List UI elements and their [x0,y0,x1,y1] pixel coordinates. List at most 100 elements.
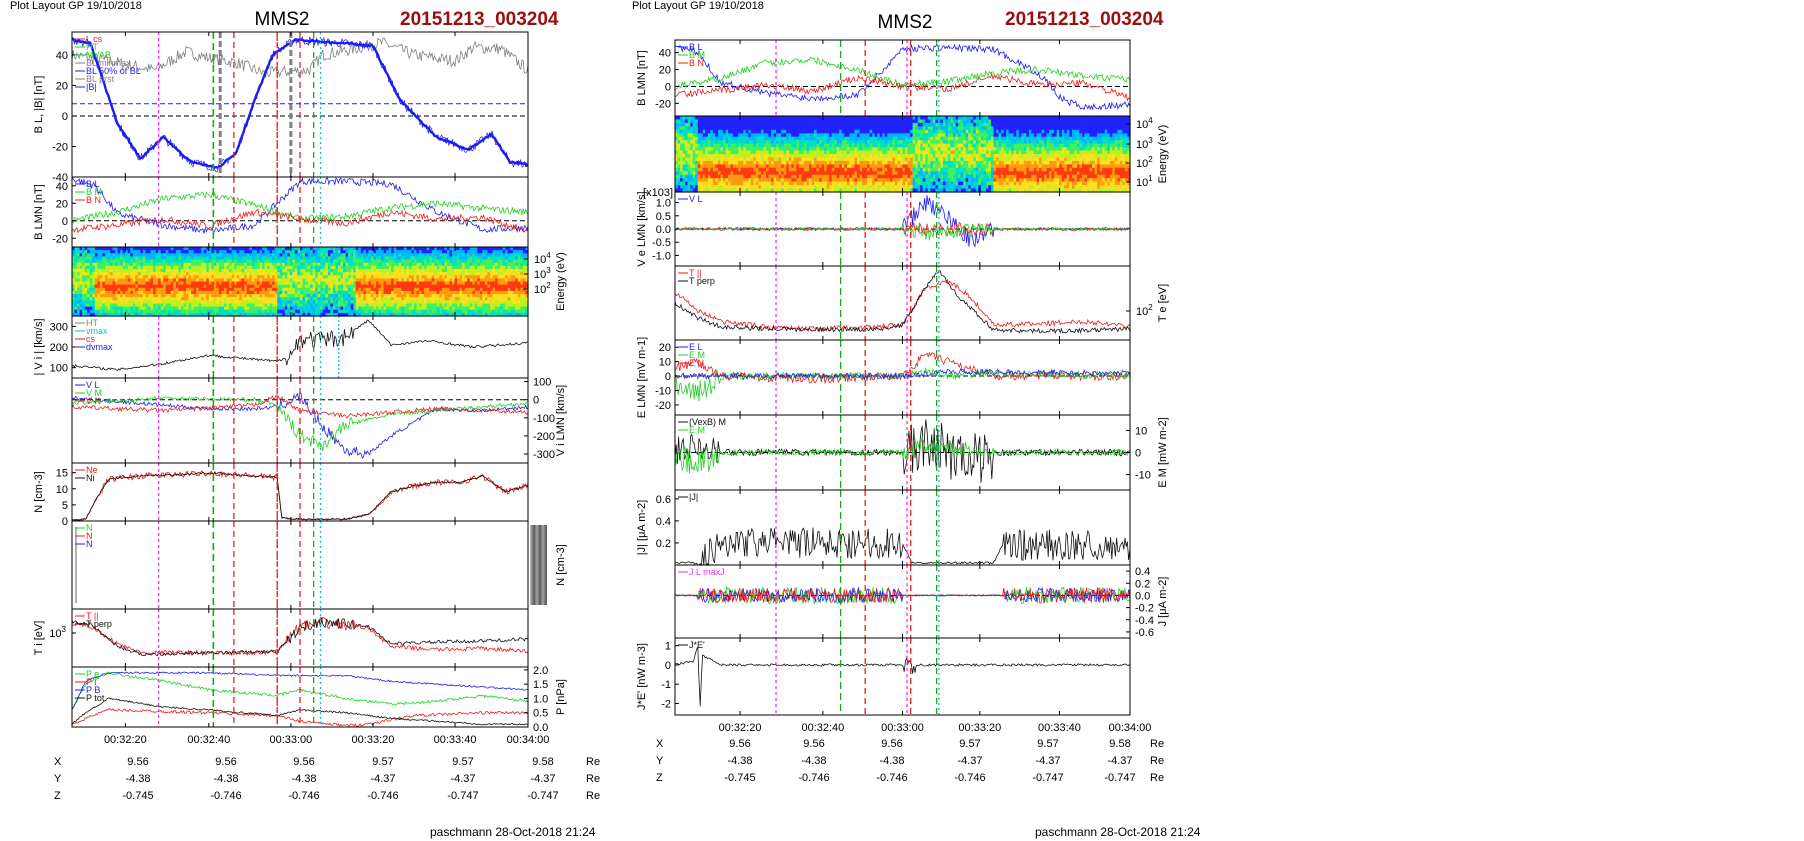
ion-spectrogram-cell [482,297,486,301]
ion-spectrogram-cell [145,272,149,276]
ion-spectrogram-cell [363,312,367,317]
ion-spectrogram-cell [370,312,374,317]
ion-spectrogram-cell [312,306,316,311]
ion-spectrogram-cell [183,256,187,261]
ion-spectrogram-cell [122,312,126,317]
ion-spectrogram-cell [186,281,190,286]
ephemeris-value: -0.746 [288,790,319,802]
ion-spectrogram-cell [419,256,423,261]
ion-spectrogram-cell [512,284,516,289]
ion-spectrogram-cell [294,312,298,317]
ion-spectrogram-cell [396,250,400,254]
ion-spectrogram-cell [398,247,402,251]
ion-spectrogram-cell [153,256,157,261]
electron-spectrogram-cell [700,136,704,141]
ion-spectrogram-cell [115,259,119,264]
ion-spectrogram-cell [464,269,468,273]
ion-spectrogram-cell [297,259,301,264]
ion-spectrogram-cell [436,278,440,283]
ion-spectrogram-cell [419,278,423,283]
electron-spectrogram-cell [733,116,737,121]
ion-spectrogram-cell [158,290,162,295]
ion-spectrogram-cell [262,303,266,308]
ion-spectrogram-cell [307,275,311,279]
ion-spectrogram-cell [249,287,253,292]
ion-spectrogram-cell [338,309,342,314]
ion-spectrogram-cell [383,265,387,270]
ion-spectrogram-cell [520,287,524,292]
ion-spectrogram-cell [191,269,195,273]
ion-spectrogram-cell [92,287,96,292]
ion-spectrogram-cell [221,290,225,295]
ion-spectrogram-cell [203,265,207,270]
ion-spectrogram-cell [459,303,463,308]
ion-spectrogram-cell [454,309,458,314]
ion-spectrogram-cell [431,259,435,264]
ion-spectrogram-cell [163,259,167,264]
ion-spectrogram-cell [424,262,428,267]
ion-spectrogram-cell [353,278,357,283]
ion-spectrogram-cell [92,262,96,267]
ion-spectrogram-cell [125,259,129,264]
ion-spectrogram-cell [464,294,468,298]
ion-spectrogram-cell [408,300,412,304]
ion-spectrogram-cell [140,303,144,308]
ion-spectrogram-cell [249,284,253,289]
ion-spectrogram-cell [198,259,202,264]
ion-spectrogram-cell [332,259,336,264]
ion-spectrogram-cell [79,253,83,257]
ion-spectrogram-cell [267,247,271,251]
ion-spectrogram-cell [297,309,301,314]
ion-spectrogram-cell [353,303,357,308]
ion-spectrogram-cell [348,247,352,251]
electron-spectrogram-cell [690,160,694,165]
ion-spectrogram-cell [457,306,461,311]
electron-spectrogram-cell [710,160,714,165]
ion-spectrogram-cell [87,303,91,308]
ion-spectrogram-cell [84,272,88,276]
ion-spectrogram-cell [262,278,266,283]
ion-spectrogram-cell [505,278,509,283]
electron-spectrogram-cell [702,181,706,186]
electron-spectrogram-cell [725,119,729,124]
ion-spectrogram-cell [203,297,207,301]
ion-spectrogram-cell [388,290,392,295]
ion-spectrogram-cell [370,269,374,273]
ion-spectrogram-cell [350,262,354,267]
ion-spectrogram-cell [277,281,281,286]
ion-spectrogram-cell [188,309,192,314]
electron-spectrogram-cell [682,185,686,190]
electron-spectrogram-cell [720,143,724,148]
ion-spectrogram-cell [424,300,428,304]
ion-spectrogram-cell [99,284,103,289]
electron-spectrogram-cell [735,119,739,124]
ion-spectrogram-cell [434,306,438,311]
ion-spectrogram-cell [262,275,266,279]
electron-spectrogram-cell [730,126,734,131]
ion-spectrogram-cell [206,312,210,317]
ion-spectrogram-cell [391,312,395,317]
ion-spectrogram-cell [229,300,233,304]
ion-spectrogram-cell [464,247,468,251]
ion-spectrogram-cell [330,290,334,295]
left-p-time-tick-label: 00:32:40 [187,734,230,746]
ephemeris-value: -0.746 [367,790,398,802]
ion-spectrogram-cell [231,278,235,283]
ion-spectrogram-cell [348,262,352,267]
ion-spectrogram-cell [416,253,420,257]
ion-spectrogram-cell [110,256,114,261]
ion-spectrogram-cell [99,309,103,314]
ion-spectrogram-cell [269,287,273,292]
ion-spectrogram-cell [472,247,476,251]
ion-spectrogram-cell [378,309,382,314]
ion-spectrogram-cell [444,253,448,257]
electron-spectrogram-cell [690,140,694,145]
ion-spectrogram-cell [421,269,425,273]
ion-spectrogram-cell [497,297,501,301]
electron-spectrogram-cell [692,147,696,152]
ion-spectrogram-cell [495,250,499,254]
electron-spectrogram-cell [690,136,694,141]
electron-spectrogram-cell [682,140,686,145]
ion-spectrogram-cell [120,259,124,264]
ion-spectrogram-cell [391,247,395,251]
